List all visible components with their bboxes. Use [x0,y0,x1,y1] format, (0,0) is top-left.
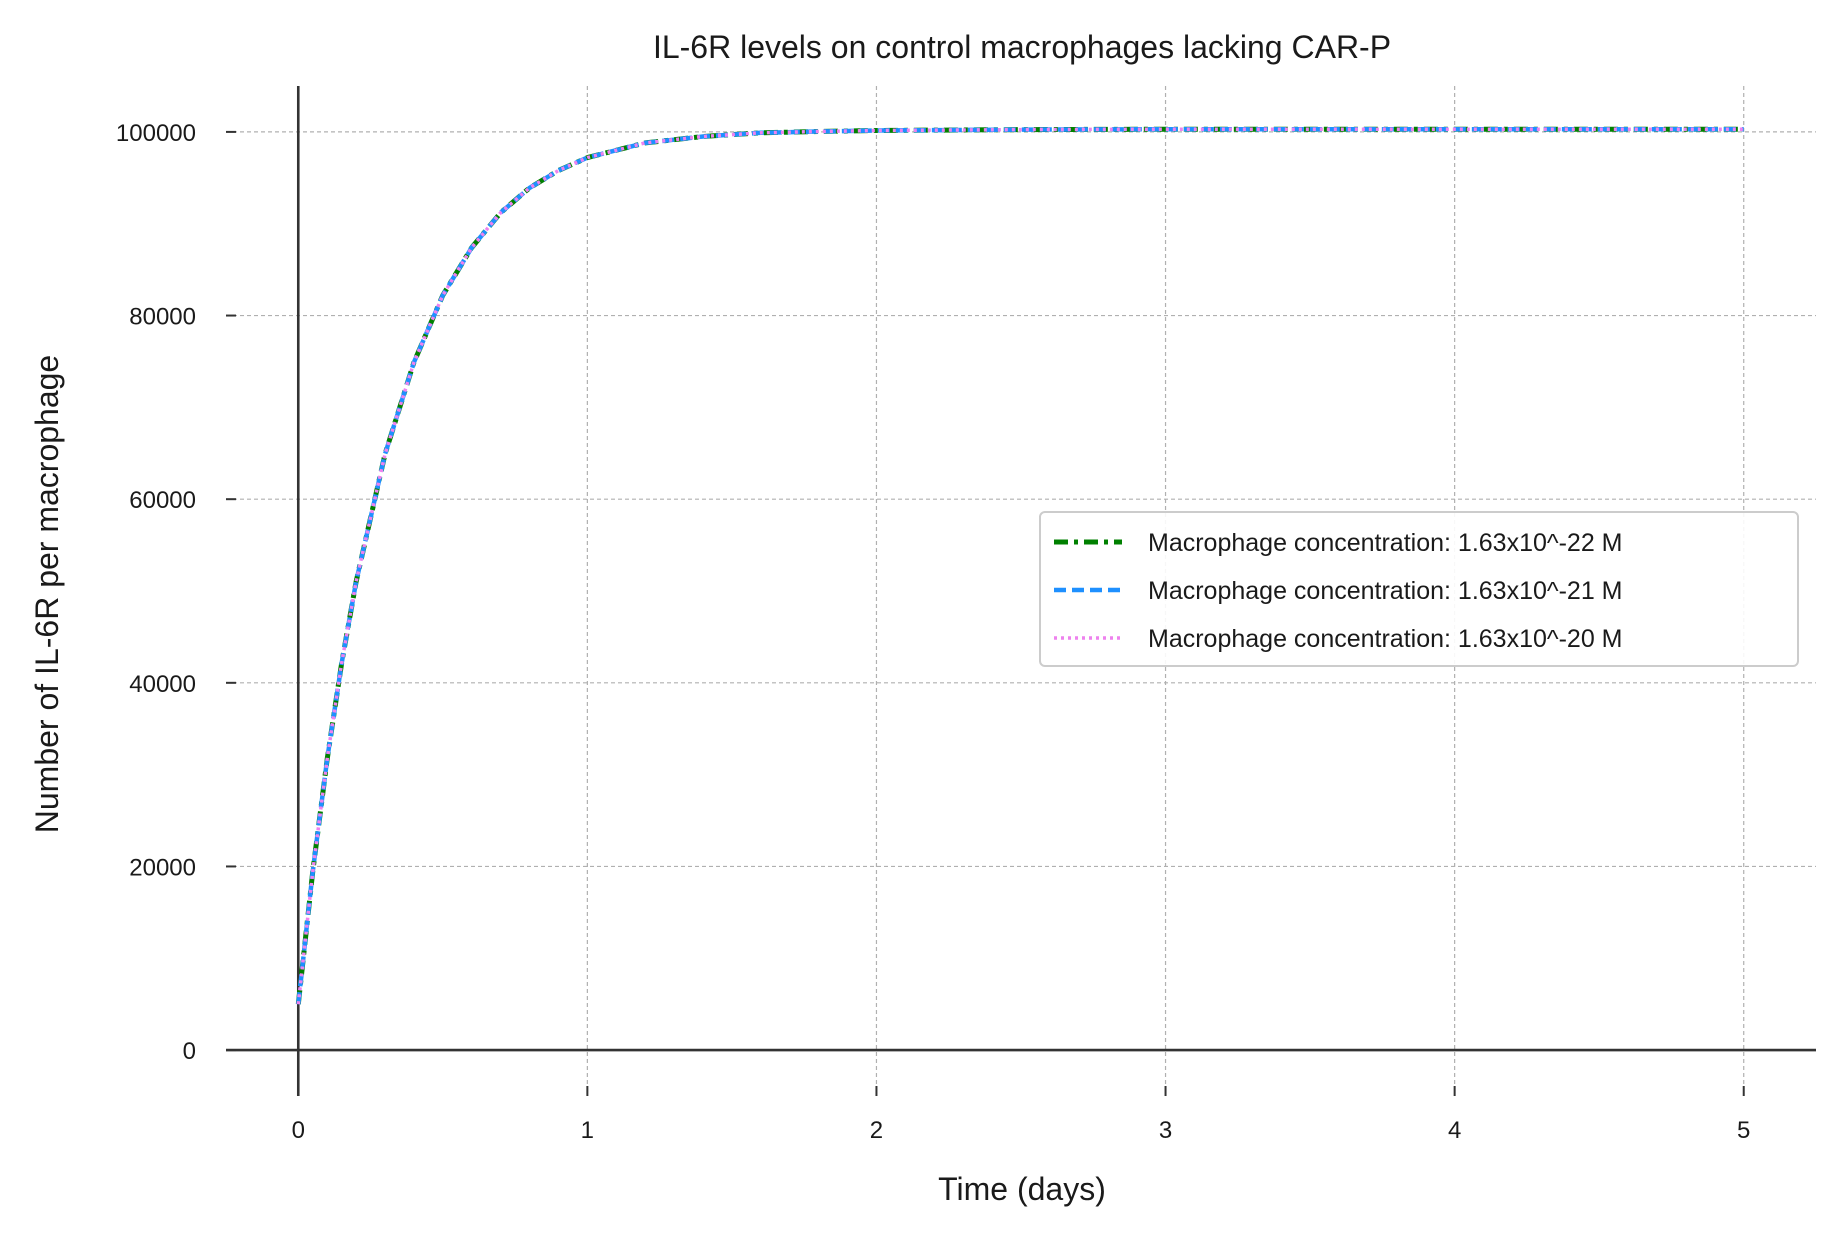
x-axis-title: Time (days) [938,1171,1106,1207]
y-axis-title: Number of IL-6R per macrophage [29,355,65,833]
legend-label-1: Macrophage concentration: 1.63x10^-22 M [1148,529,1623,557]
y-tick-label: 60000 [129,487,196,514]
series-lines [295,126,1744,1005]
tick-labels: 0 1 2 3 4 5 0 20000 40000 60000 80000 100000 [116,120,1751,1144]
x-tick-label: 1 [581,1117,594,1144]
y-tick-label: 40000 [129,671,196,698]
x-tick-label: 3 [1159,1117,1172,1144]
legend: Macrophage concentration: 1.63x10^-22 M M… [1039,511,1799,667]
series-line-3 [296,127,1744,1005]
chart-title: IL-6R levels on control macrophages lack… [653,29,1391,65]
x-tick-label: 2 [870,1117,883,1144]
x-tick-label: 0 [292,1117,305,1144]
legend-box [1039,511,1799,667]
y-tick-label: 80000 [129,304,196,331]
x-tick-label: 5 [1737,1117,1750,1144]
y-tick-label: 100000 [116,120,196,147]
legend-label-2: Macrophage concentration: 1.63x10^-21 M [1148,577,1623,605]
legend-label-3: Macrophage concentration: 1.63x10^-20 M [1148,625,1623,653]
y-tick-label: 0 [183,1038,196,1065]
axes [226,86,1816,1096]
x-tick-label: 4 [1448,1117,1461,1144]
y-tick-label: 20000 [129,854,196,881]
